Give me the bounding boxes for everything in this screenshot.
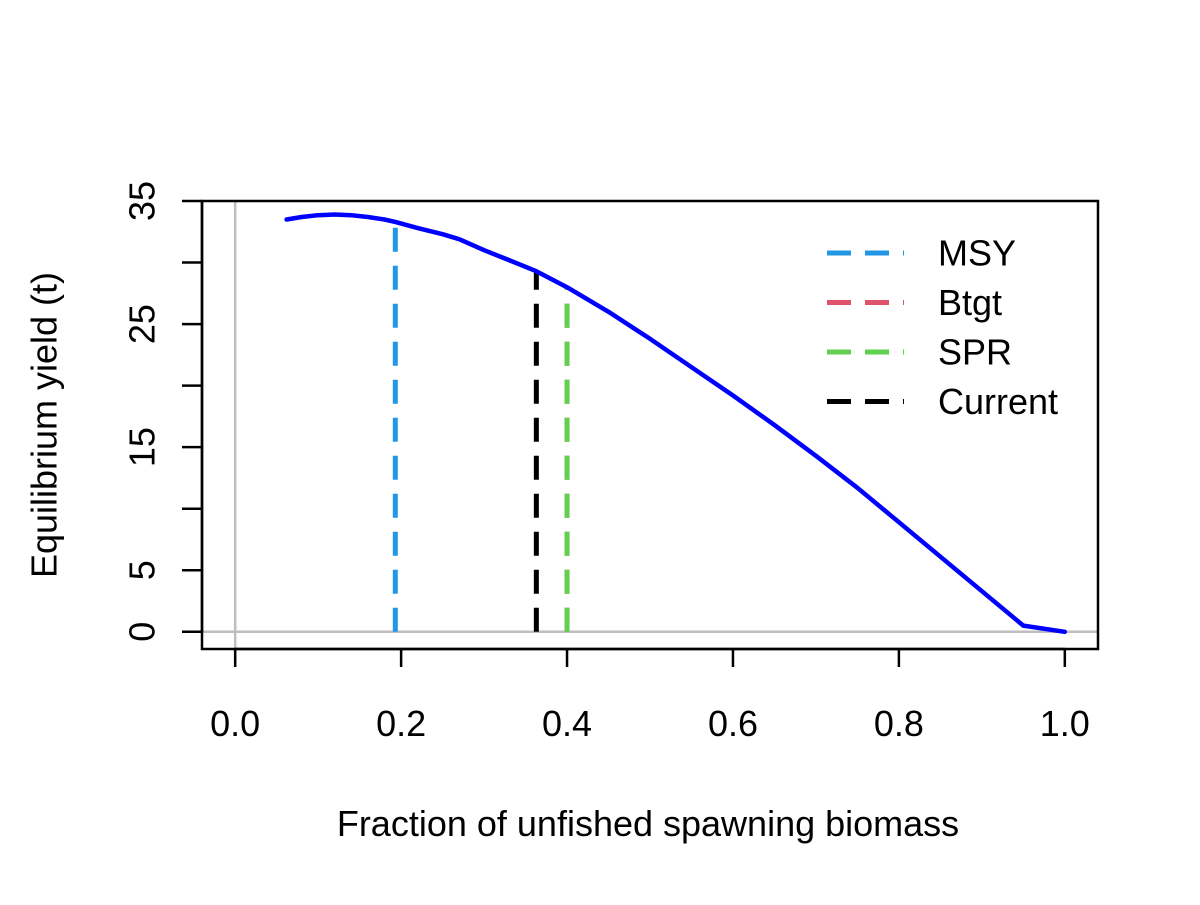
y-tick-label: 5 — [122, 560, 163, 580]
x-tick-label: 0.2 — [376, 703, 426, 744]
x-axis: 0.0 0.2 0.4 0.6 0.8 1.0 — [210, 647, 1090, 744]
y-tick-label: 35 — [122, 181, 163, 221]
x-axis-title: Fraction of unfished spawning biomass — [337, 803, 959, 844]
x-tick-label: 1.0 — [1040, 703, 1090, 744]
x-tick-label: 0.6 — [708, 703, 758, 744]
x-tick-label: 0.0 — [210, 703, 260, 744]
y-tick-label: 0 — [122, 622, 163, 642]
y-tick-label: 25 — [122, 304, 163, 344]
x-tick-label: 0.8 — [874, 703, 924, 744]
x-tick-label: 0.4 — [542, 703, 592, 744]
legend-label-btgt: Btgt — [938, 282, 1002, 323]
series-layer — [284, 212, 1068, 635]
y-tick-label: 15 — [122, 427, 163, 467]
y-axis: 0 5 15 25 35 — [122, 181, 204, 642]
y-axis-title: Equilibrium yield (t) — [24, 272, 65, 578]
legend-label-msy: MSY — [938, 233, 1016, 274]
reference-lines — [202, 201, 1098, 649]
legend-label-spr: SPR — [938, 332, 1012, 373]
legend: MSY Btgt SPR Current — [827, 233, 1058, 422]
yield-curve — [284, 212, 1068, 635]
legend-label-current: Current — [938, 381, 1058, 422]
